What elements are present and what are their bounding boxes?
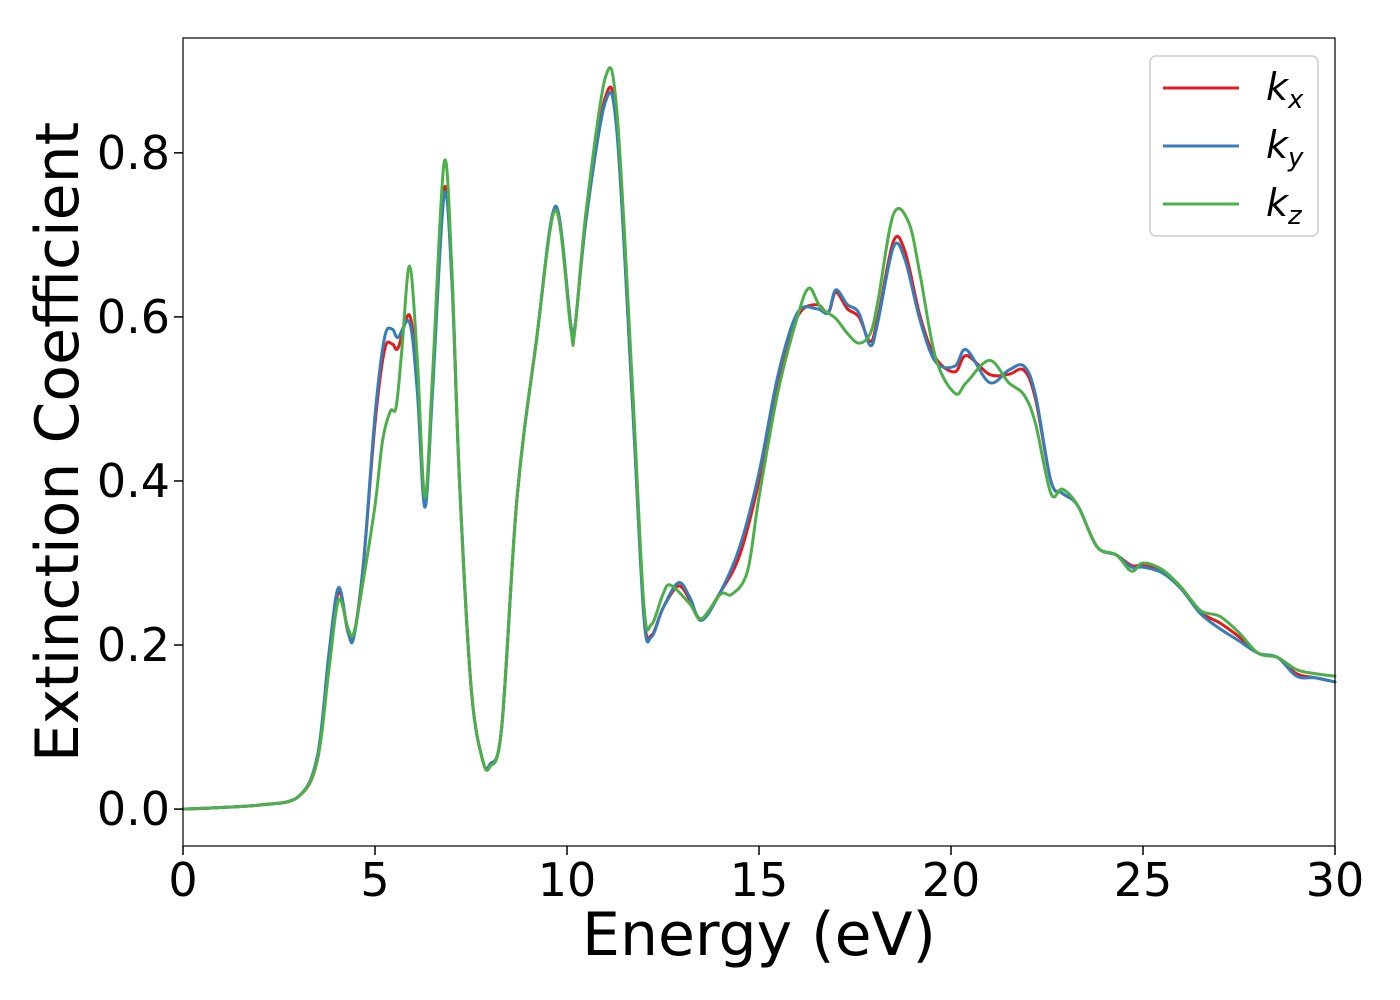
x-tick-label: 0: [168, 853, 197, 907]
x-tick-label: 5: [360, 853, 389, 907]
y-axis-title: Extinction Coefficient: [23, 122, 93, 762]
y-axis-ticks: 0.0 0.2 0.4 0.6 0.8: [97, 126, 183, 836]
x-tick-label: 15: [730, 853, 789, 907]
x-tick-label: 20: [922, 853, 981, 907]
legend-label-y: ky: [1266, 123, 1304, 173]
x-tick-label: 30: [1306, 853, 1365, 907]
legend-label-x: kx: [1266, 65, 1304, 115]
x-tick-label: 10: [538, 853, 597, 907]
legend-label-z: kz: [1266, 181, 1303, 231]
y-tick-label: 0.2: [97, 618, 170, 672]
x-tick-label: 25: [1114, 853, 1173, 907]
legend: kx ky kz: [1149, 55, 1319, 237]
x-axis-title: Energy (eV): [582, 900, 936, 970]
plot-lines: [181, 66, 1337, 811]
y-tick-label: 0.0: [97, 782, 170, 836]
y-tick-label: 0.6: [97, 290, 170, 344]
y-tick-label: 0.8: [97, 126, 170, 180]
series-line-kz: [181, 66, 1337, 811]
x-axis-ticks: 0 5 10 15 20 25 30: [168, 846, 1364, 907]
y-tick-label: 0.4: [97, 454, 170, 508]
